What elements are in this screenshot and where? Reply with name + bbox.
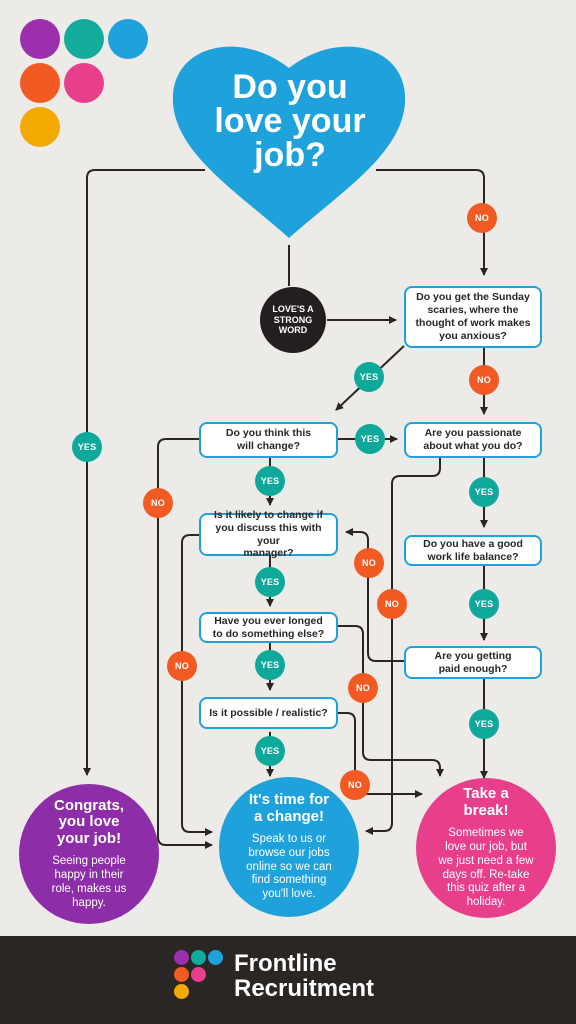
heart-shape [172,46,406,239]
yes-badge: YES [255,466,285,496]
no-badge: NO [469,365,499,395]
no-badge: NO [467,203,497,233]
yes-badge: YES [255,736,285,766]
no-badge: NO [348,673,378,703]
footer-logo-dot-orange [174,967,189,982]
logo-dot-purple [20,19,60,59]
question-possible-realistic: Is it possible / realistic? [199,697,338,729]
question-will-change: Do you think this will change? [199,422,338,458]
outcome-congrats-text: Seeing people happy in their role, makes… [51,855,127,909]
footer-bar [0,936,576,1024]
no-badge: NO [354,548,384,578]
yes-badge: YES [469,477,499,507]
question-passionate: Are you passionate about what you do? [404,422,542,458]
yes-badge: YES [72,432,102,462]
no-badge: NO [340,770,370,800]
yes-badge: YES [354,362,384,392]
footer-logo-dot-purple [174,950,189,965]
outcome-change-title: It's time for a change! [248,791,330,825]
yes-badge: YES [255,567,285,597]
question-longed-something-else: Have you ever longed to do something els… [199,612,338,643]
footer-brand-name: Frontline Recruitment [234,950,375,1003]
question-paid-enough: Are you getting paid enough? [404,646,542,679]
no-badge: NO [167,651,197,681]
yes-badge: YES [469,709,499,739]
outcome-change-text: Speak to us or browse our jobs online so… [246,833,332,901]
footer-logo-dot-blue [208,950,223,965]
strong-word-circle: LOVE'S A STRONG WORD [260,287,326,353]
outcome-break-title: Take a break! [463,785,509,819]
yes-badge: YES [355,424,385,454]
logo-dot-teal [64,19,104,59]
logo-dot-yellow [20,107,60,147]
footer-logo-dot-pink [191,967,206,982]
yes-badge: YES [255,650,285,680]
footer-logo-dot-teal [191,950,206,965]
yes-badge: YES [469,589,499,619]
outcome-congrats-title: Congrats, you love your job! [53,796,124,847]
outcome-congrats: Congrats, you love your job! Seeing peop… [19,784,159,924]
question-work-life-balance: Do you have a good work life balance? [404,535,542,566]
logo-dot-pink [64,63,104,103]
outcome-take-a-break: Take a break! Sometimes we love our job,… [416,778,556,918]
no-badge: NO [143,488,173,518]
outcome-time-for-change: It's time for a change! Speak to us or b… [219,777,359,917]
question-discuss-manager: Is it likely to change if you discuss th… [199,509,338,559]
outcome-break-text: Sometimes we love our job, but we just n… [438,827,534,909]
heart-title: Do you love your job? [214,68,366,174]
no-badge: NO [377,589,407,619]
question-sunday-scaries: Do you get the Sunday scaries, where the… [404,286,542,348]
logo-dot-orange [20,63,60,103]
logo-dot-blue [108,19,148,59]
footer-logo-dot-yellow [174,984,189,999]
